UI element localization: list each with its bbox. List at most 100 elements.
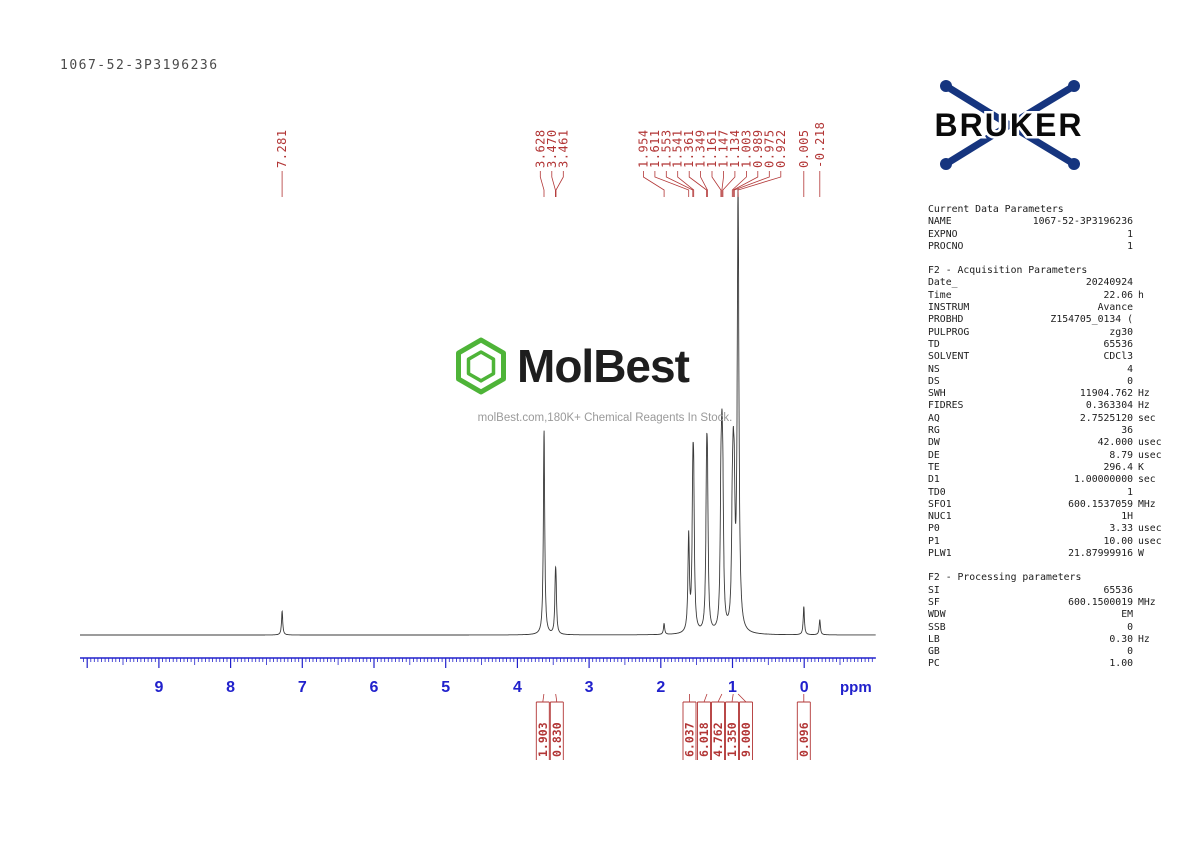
- peak-label-leader: [643, 171, 665, 197]
- parameter-label: P0: [928, 523, 940, 535]
- parameter-row: AQ 2.7525120 sec: [928, 413, 1174, 425]
- parameter-label: Time: [928, 289, 952, 301]
- parameter-section: F2 - Processing parameters SI 65536 SF 600.1…: [928, 572, 1174, 670]
- integral-value: 1.903: [536, 722, 550, 757]
- peak-label-leader: [733, 171, 770, 197]
- integral-bracket: [697, 701, 711, 760]
- parameter-value: 65536: [1103, 584, 1134, 596]
- parameter-row: PULPROG zg30: [928, 327, 1174, 339]
- parameter-label: FIDRES: [928, 400, 964, 412]
- parameter-unit: [1133, 376, 1174, 388]
- parameter-row: GB 0: [928, 646, 1174, 658]
- axis-tick-label: 1: [728, 679, 737, 696]
- parameter-label: WDW: [928, 609, 946, 621]
- parameter-row: TE 296.4 K: [928, 462, 1174, 474]
- parameter-row: Time 22.06 h: [928, 290, 1174, 302]
- parameter-value: 21.87999916: [1068, 548, 1133, 560]
- parameter-label: SI: [928, 584, 940, 596]
- parameter-value: Avance: [1097, 302, 1133, 314]
- parameter-row: PLW1 21.87999916 W: [928, 548, 1174, 560]
- peak-label: 0.005: [797, 129, 811, 168]
- parameter-row: PROCNO 1: [928, 241, 1174, 253]
- parameter-label: SFO1: [928, 498, 952, 510]
- parameter-value: Z154705_0134 (: [1050, 314, 1133, 326]
- peak-label: 1.361: [682, 129, 696, 168]
- parameter-unit: [1133, 351, 1174, 363]
- peak-label-leader: [555, 171, 564, 197]
- bruker-logo: BRUKER: [932, 80, 1084, 170]
- parameter-label: NAME: [928, 216, 952, 228]
- parameter-unit: [1133, 609, 1174, 621]
- peak-label-leader: [732, 171, 759, 197]
- parameter-unit: [1133, 511, 1174, 523]
- parameter-unit: MHz: [1138, 596, 1156, 608]
- bruker-x-swoosh: [944, 82, 1076, 168]
- parameter-row: LB 0.30 Hz: [928, 634, 1174, 646]
- peak-label: 0.975: [762, 129, 776, 168]
- parameter-unit: [1133, 277, 1174, 289]
- parameter-unit: [1133, 585, 1174, 597]
- parameter-row: TD 65536: [928, 339, 1174, 351]
- parameter-row: SSB 0: [928, 622, 1174, 634]
- parameter-unit: [1133, 216, 1174, 228]
- parameter-section-title: Current Data Parameters: [928, 204, 1064, 215]
- axis-tick-label: 7: [298, 679, 307, 696]
- parameter-label: DE: [928, 449, 940, 461]
- peak-label-leader: [551, 171, 556, 197]
- parameter-value: CDCl3: [1103, 351, 1134, 363]
- parameter-label: EXPNO: [928, 228, 958, 240]
- axis-tick-label: 6: [370, 679, 379, 696]
- integral-bracket: [725, 701, 739, 760]
- parameter-value: 0: [1127, 646, 1133, 658]
- parameter-section: Current Data Parameters NAME 1067-52-3P319…: [928, 204, 1174, 253]
- parameter-value: 65536: [1103, 338, 1134, 350]
- parameter-value: 3.33: [1109, 523, 1133, 535]
- axis-tick-label: 9: [154, 679, 163, 696]
- parameter-unit: [1133, 658, 1174, 670]
- parameter-label: PLW1: [928, 548, 952, 560]
- parameter-value: 10.00: [1103, 535, 1134, 547]
- parameter-unit: [1133, 364, 1174, 376]
- parameter-value: 1: [1127, 486, 1133, 498]
- integral-bracket: [535, 701, 550, 760]
- parameter-unit: [1133, 339, 1174, 351]
- parameter-value: 1067-52-3P3196236: [1032, 216, 1133, 228]
- axis-tick-label: 0: [800, 679, 809, 696]
- integral-leader: [737, 693, 747, 703]
- parameter-value: 296.4: [1103, 461, 1134, 473]
- parameter-label: SWH: [928, 388, 946, 400]
- parameter-unit: h: [1138, 289, 1144, 301]
- parameter-unit: [1133, 241, 1174, 253]
- parameter-row: P1 10.00 usec: [928, 536, 1174, 548]
- parameter-section: F2 - Acquisition Parameters Date_ 20240924…: [928, 265, 1174, 560]
- axis-tick-label: 4: [513, 679, 522, 696]
- axis-unit-label: ppm: [840, 679, 872, 696]
- parameter-value: 22.06: [1103, 289, 1134, 301]
- integral-leader: [555, 693, 558, 703]
- parameter-label: DS: [928, 375, 940, 387]
- peak-label: 1.611: [648, 129, 662, 168]
- integral-leader: [542, 693, 545, 703]
- parameter-row: INSTRUM Avance: [928, 302, 1174, 314]
- parameter-row: SWH 11904.762 Hz: [928, 388, 1174, 400]
- peak-label: -0.218: [813, 122, 827, 168]
- peak-label: 3.628: [533, 129, 547, 168]
- parameter-row: P0 3.33 usec: [928, 523, 1174, 535]
- parameter-value: 0: [1127, 621, 1133, 633]
- peak-label-leader: [737, 171, 782, 197]
- parameter-value: 600.1500019: [1068, 596, 1133, 608]
- parameter-label: LB: [928, 633, 940, 645]
- parameter-unit: sec: [1138, 412, 1156, 424]
- parameter-label: TE: [928, 461, 940, 473]
- integral-bracket: [682, 701, 697, 760]
- peak-label: 0.922: [774, 129, 788, 168]
- parameter-row: PC 1.00: [928, 658, 1174, 670]
- molbest-tagline: molBest.com,180K+ Chemical Reagents In S…: [477, 412, 733, 424]
- parameter-row: NAME 1067-52-3P3196236: [928, 216, 1174, 228]
- parameter-label: NUC1: [928, 511, 952, 523]
- spectrum-trace: [80, 188, 876, 636]
- integral-bracket: [711, 701, 725, 760]
- axis-tick-label: 8: [226, 679, 235, 696]
- parameter-label: SOLVENT: [928, 351, 970, 363]
